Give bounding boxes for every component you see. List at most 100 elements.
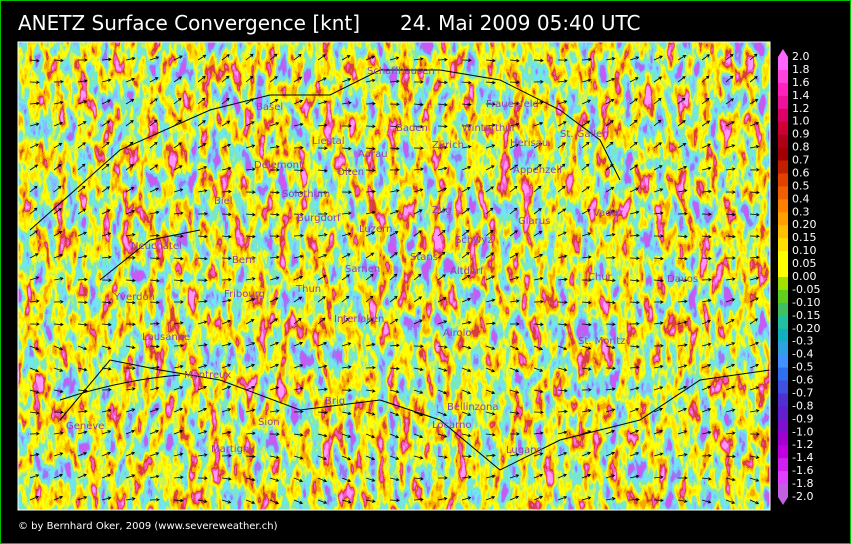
wind-arrow bbox=[77, 163, 86, 171]
wind-arrow bbox=[461, 496, 472, 501]
wind-arrow bbox=[173, 55, 183, 61]
wind-arrow bbox=[413, 455, 424, 460]
wind-arrow bbox=[53, 389, 64, 394]
wind-arrow bbox=[701, 477, 712, 481]
wind-arrow bbox=[533, 253, 544, 259]
wind-arrow bbox=[293, 233, 304, 238]
wind-arrow bbox=[485, 207, 494, 215]
wind-arrow bbox=[557, 388, 568, 393]
colorbar-label: -1.6 bbox=[792, 464, 813, 477]
wind-arrow bbox=[749, 255, 760, 260]
wind-arrow bbox=[725, 212, 736, 217]
wind-arrow bbox=[125, 451, 136, 457]
colorbar-label: -0.4 bbox=[792, 348, 813, 361]
wind-arrow bbox=[581, 451, 592, 457]
colorbar-label: -1.8 bbox=[792, 477, 813, 490]
wind-arrow bbox=[293, 477, 304, 483]
wind-arrow bbox=[677, 75, 686, 83]
wind-arrow bbox=[173, 211, 184, 216]
wind-arrow bbox=[29, 230, 38, 237]
wind-arrow bbox=[293, 122, 304, 127]
wind-arrow bbox=[749, 145, 760, 149]
city-label: Sarnen bbox=[345, 264, 380, 275]
wind-arrow bbox=[125, 474, 136, 479]
wind-arrow bbox=[101, 78, 112, 83]
city-label: Davos bbox=[667, 274, 698, 285]
wind-arrow bbox=[221, 256, 232, 261]
wind-arrow bbox=[677, 343, 688, 347]
wind-arrow bbox=[509, 122, 520, 127]
wind-arrow bbox=[149, 321, 160, 326]
wind-arrow bbox=[269, 99, 279, 105]
city-labels: Schaffhausen Basel Frauenfeld Liestal Baden W… bbox=[66, 66, 698, 456]
wind-arrow bbox=[245, 363, 256, 369]
wind-arrow bbox=[509, 253, 519, 259]
wind-arrow bbox=[461, 80, 472, 85]
wind-arrow bbox=[365, 252, 375, 259]
city-label: Zürich bbox=[432, 140, 464, 151]
wind-arrow bbox=[173, 256, 184, 261]
wind-arrow bbox=[725, 499, 736, 504]
wind-arrow bbox=[509, 367, 520, 373]
wind-arrow bbox=[245, 167, 256, 172]
wind-arrow bbox=[125, 233, 136, 237]
wind-arrow bbox=[701, 342, 712, 347]
wind-arrow bbox=[317, 342, 328, 347]
wind-arrow bbox=[389, 295, 398, 303]
wind-arrow bbox=[293, 409, 304, 414]
wind-arrow bbox=[557, 496, 568, 501]
wind-arrow bbox=[149, 119, 158, 127]
wind-arrow bbox=[437, 497, 448, 501]
wind-arrow bbox=[557, 409, 568, 414]
wind-arrow bbox=[557, 142, 566, 149]
wind-arrow bbox=[533, 122, 544, 127]
wind-arrow bbox=[173, 429, 184, 435]
wind-arrow bbox=[725, 298, 736, 303]
wind-arrow bbox=[221, 143, 231, 149]
wind-arrow bbox=[413, 389, 424, 394]
wind-arrow bbox=[725, 167, 736, 171]
city-label: Appenzell bbox=[513, 165, 562, 176]
city-label: Bellinzona bbox=[447, 402, 499, 413]
wind-arrow bbox=[461, 252, 470, 259]
wind-arrow bbox=[269, 190, 280, 195]
colorbar-label: 0.15 bbox=[792, 231, 817, 244]
wind-arrow bbox=[149, 56, 160, 61]
wind-arrow bbox=[29, 299, 40, 303]
wind-arrow bbox=[317, 410, 328, 415]
city-label: Lugano bbox=[506, 445, 543, 456]
wind-arrow bbox=[701, 453, 712, 458]
wind-arrow bbox=[437, 102, 448, 107]
wind-arrow bbox=[749, 409, 760, 413]
colorbar-label: 1.8 bbox=[792, 63, 810, 76]
wind-arrow bbox=[365, 231, 375, 237]
wind-arrow bbox=[725, 144, 736, 149]
wind-arrow bbox=[29, 58, 40, 63]
wind-arrow bbox=[557, 185, 566, 193]
wind-arrow bbox=[677, 97, 686, 105]
wind-arrow bbox=[533, 80, 544, 84]
wind-arrow bbox=[53, 277, 64, 281]
colorbar-tip bbox=[778, 49, 788, 57]
wind-arrow bbox=[413, 209, 423, 215]
colorbar-label: 0.00 bbox=[792, 270, 817, 283]
wind-arrow bbox=[605, 408, 616, 413]
wind-arrow bbox=[77, 496, 88, 501]
wind-arrow bbox=[197, 234, 208, 239]
wind-arrow bbox=[461, 58, 472, 62]
wind-arrow bbox=[317, 387, 328, 392]
colorbar-label: 0.6 bbox=[792, 166, 810, 179]
wind-arrow bbox=[533, 495, 544, 501]
colorbar-segment bbox=[778, 160, 788, 174]
wind-arrow bbox=[29, 411, 40, 415]
wind-arrow bbox=[605, 345, 616, 350]
wind-arrow bbox=[125, 98, 135, 105]
wind-arrow bbox=[581, 163, 590, 171]
wind-arrow bbox=[221, 212, 232, 217]
wind-arrow bbox=[413, 367, 424, 372]
wind-arrow bbox=[293, 76, 303, 83]
wind-arrow bbox=[701, 97, 710, 105]
wind-arrow bbox=[101, 163, 110, 171]
wind-arrow bbox=[677, 407, 688, 413]
wind-arrow bbox=[149, 386, 160, 391]
